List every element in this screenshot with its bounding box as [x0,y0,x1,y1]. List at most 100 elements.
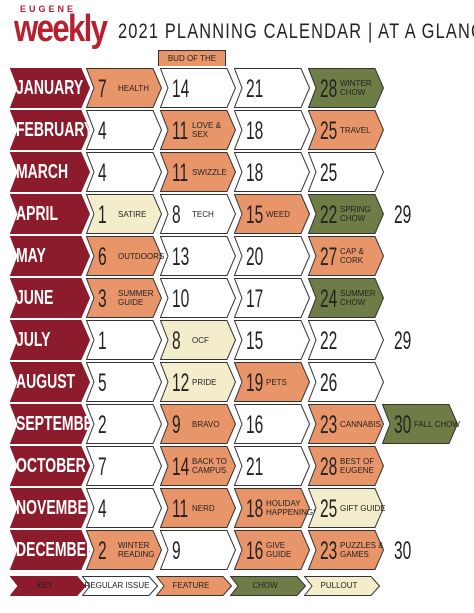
cell-fill [234,110,310,150]
issue-day: 24 [320,285,338,313]
month-label: OCTOBER [9,446,91,486]
issue-label: TECH [192,209,214,219]
issue-cell: 7 [86,446,162,486]
issue-cell: 1 [86,320,162,360]
cell-fill [382,404,458,444]
cell-fill [160,404,236,444]
issue-cell: 23 PUZZLES & GAMES [308,530,384,570]
legend-item: CHOW [229,576,307,596]
month-label: JUNE [9,278,91,318]
issue-day: 3 [98,285,107,313]
month-name: FEBRUARY [16,119,94,141]
cell-shape [160,446,236,486]
issue-day: 29 [394,327,412,355]
issue-cell: 19 PETS [234,362,310,402]
cell-shape [234,404,310,444]
cell-fill [86,530,162,570]
issue-cell: 1 SATIRE [86,194,162,234]
cell-fill [308,530,384,570]
issue-label: GIVE GUIDE [266,541,292,559]
cell-shape [234,530,310,570]
issue-cell: 25 GIFT GUIDE [308,488,386,528]
issue-cell: 9 [160,530,236,570]
cell-shape [86,530,162,570]
cell-fill [86,110,162,150]
issue-label: LOVE & SEX [192,121,221,139]
cell-shape [308,236,384,276]
issue-day: 2 [98,411,107,439]
issue-cell: 2 WINTER READING [86,530,162,570]
issue-cell: 13 [160,236,236,276]
month-label: NOVEMBER [9,488,97,528]
issue-cell: 9 BRAVO [160,404,236,444]
cell-shape [382,404,458,444]
cell-shape [160,320,236,360]
issue-label: BRAVO [192,419,220,429]
issue-cell: 28 WINTER CHOW [308,68,384,108]
issue-day: 15 [246,201,264,229]
cell-shape [308,152,384,192]
issue-cell: 18 [234,110,310,150]
issue-label: SATIRE [118,209,147,219]
issue-cell: 25 TRAVEL [308,110,384,150]
issue-day: 9 [172,411,181,439]
issue-cell: 29 [382,320,458,360]
cell-fill [155,576,233,596]
month-name: JANUARY [16,77,84,99]
legend-label: CHOW [252,581,278,590]
issue-day: 25 [320,117,338,145]
issue-day: 2 [98,537,107,565]
cell-shape [308,404,384,444]
issue-cell: 3 SUMMER GUIDE [86,278,162,318]
cell-fill [308,68,384,108]
cell-fill [234,530,310,570]
cell-fill [86,152,162,192]
issue-day: 20 [246,243,264,271]
cell-fill [160,68,236,108]
month-label: JANUARY [9,68,91,108]
cell-fill [9,488,91,528]
cell-shape [9,576,87,596]
issue-day: 8 [172,327,181,355]
issue-cell: 15 WEED [234,194,310,234]
cell-shape [86,152,162,192]
issue-label: CANNABIS [340,419,381,429]
issue-label: BACK TO CAMPUS [192,457,227,475]
cell-shape [308,488,384,528]
issue-day: 17 [246,285,264,313]
cell-fill [234,488,310,528]
month-label: DECEMBER [9,530,96,570]
issue-cell: 20 [234,236,310,276]
issue-day: 22 [320,201,338,229]
cell-shape [160,278,236,318]
cell-fill [9,320,91,360]
issue-day: 12 [172,369,190,397]
legend-key: KEY [9,576,87,596]
cell-shape [9,68,91,108]
issue-cell: 6 OUTDOORS [86,236,164,276]
cell-fill [308,152,384,192]
cell-fill [308,236,384,276]
issue-day: 21 [246,75,264,103]
cell-shape [234,68,310,108]
issue-day: 15 [246,327,264,355]
issue-cell: 29 [382,194,458,234]
month-name: OCTOBER [16,455,86,477]
issue-day: 10 [172,285,190,313]
issue-day: 4 [98,117,107,145]
issue-label: FALL CHOW [414,419,460,429]
issue-day: 28 [320,453,338,481]
cell-shape [160,194,236,234]
issue-cell: 21 [234,68,310,108]
issue-day: 16 [246,537,264,565]
issue-day: 21 [246,453,264,481]
issue-day: 29 [394,201,412,229]
issue-cell: 25 [308,152,384,192]
cell-fill [308,194,384,234]
cell-fill [234,68,310,108]
cell-fill [303,576,381,596]
cell-shape [160,530,236,570]
cell-shape [308,110,384,150]
issue-day: 11 [172,159,189,187]
brand-logo: weekly [14,8,108,50]
